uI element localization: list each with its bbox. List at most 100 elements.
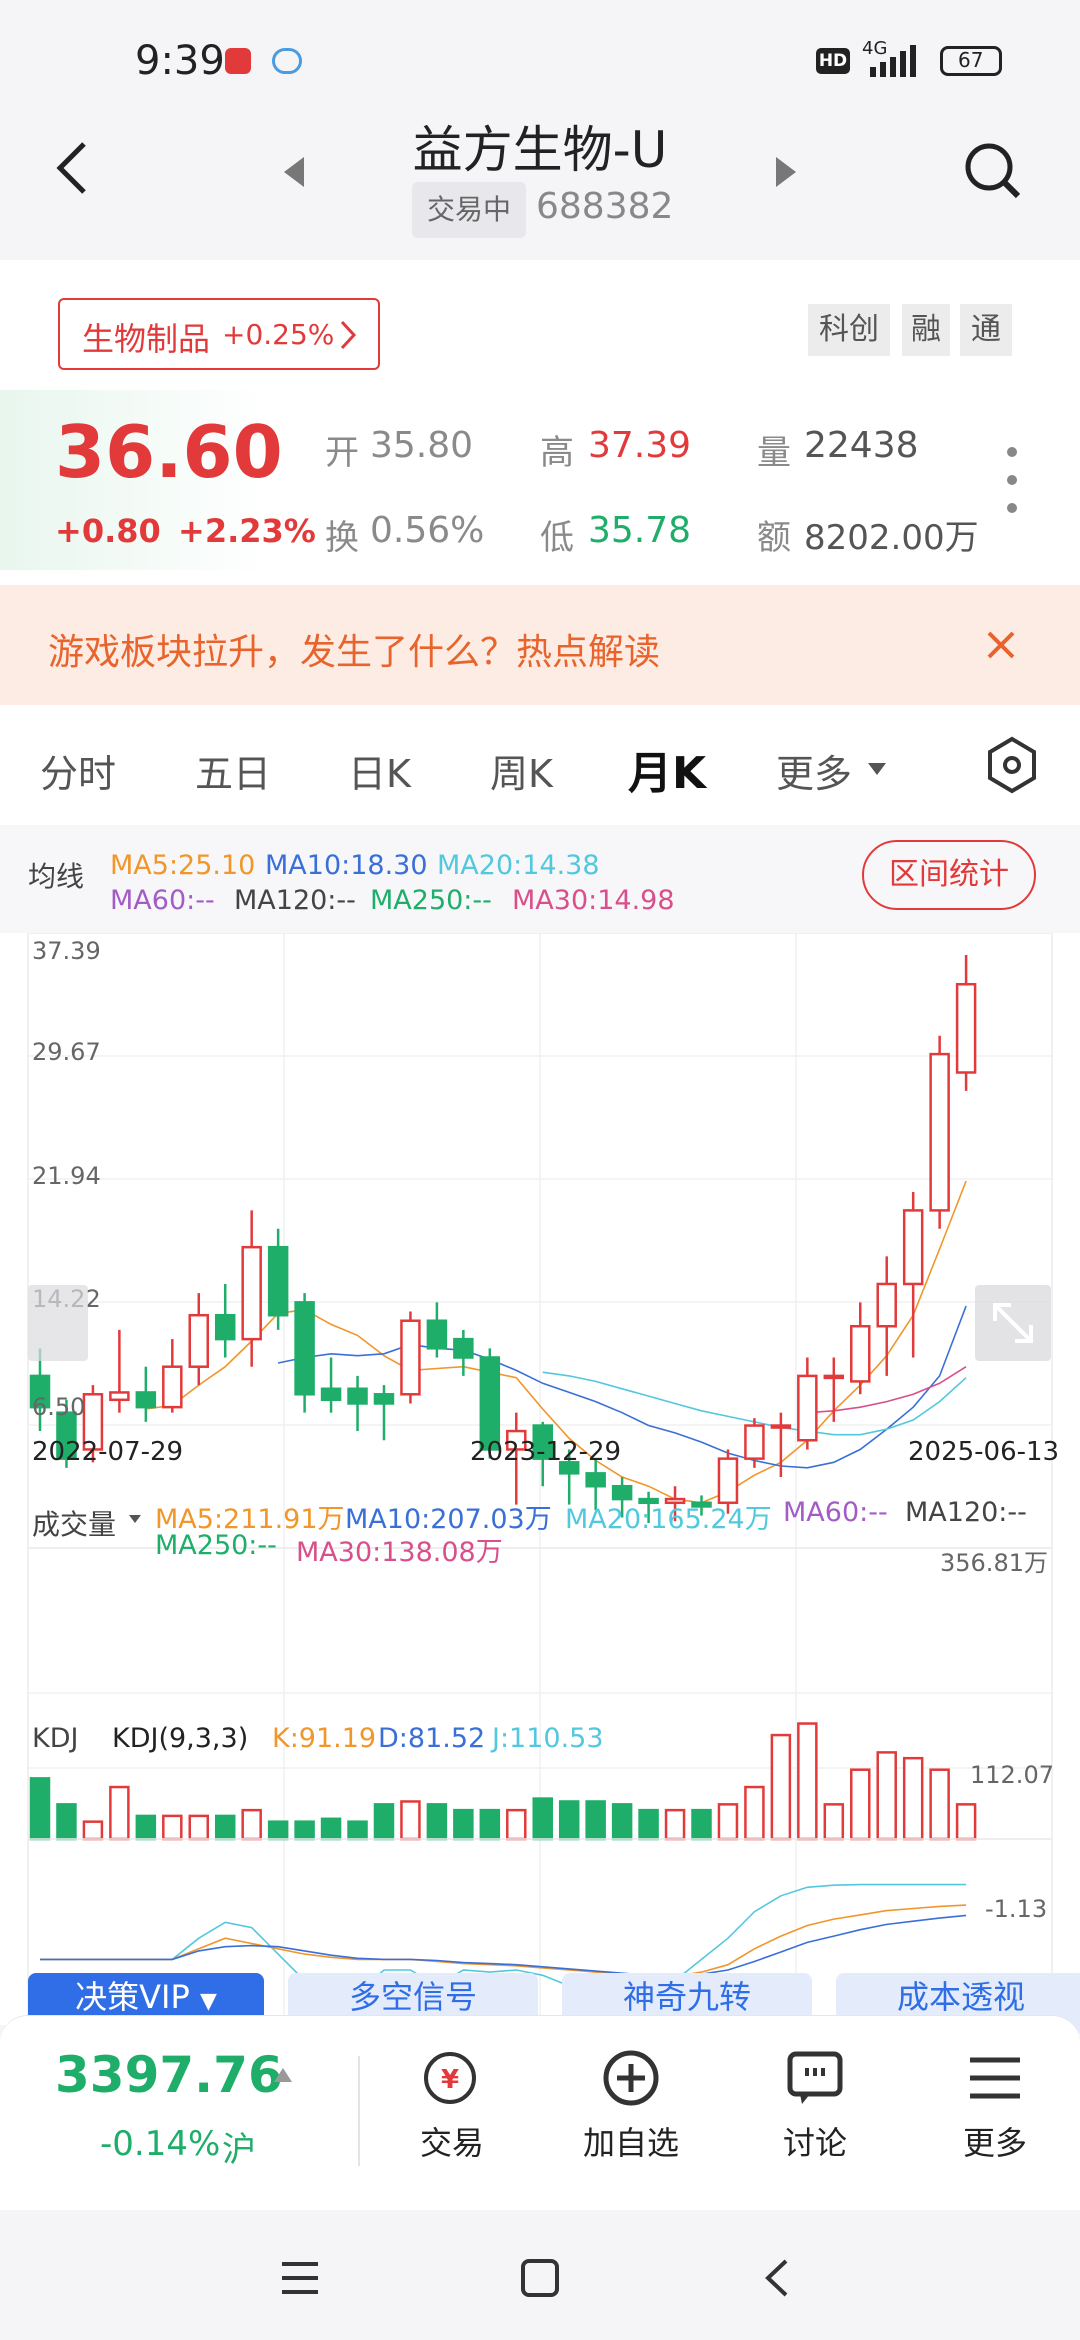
more-vertical-icon[interactable] (1000, 440, 1024, 520)
chat-icon (787, 2051, 843, 2104)
candle-body (955, 982, 977, 1074)
volume-bar (320, 1817, 342, 1841)
volume-bar (400, 1800, 421, 1841)
prev-stock-icon[interactable] (282, 155, 306, 189)
kdj-j: J:110.53 (492, 1723, 604, 1754)
candle-body (823, 1374, 845, 1380)
candle-body (558, 1461, 580, 1475)
candlestick-chart[interactable] (0, 933, 1080, 2025)
more-button[interactable]: 更多 (950, 2046, 1040, 2186)
volume-bar (558, 1800, 580, 1841)
volume-bar (770, 1733, 792, 1841)
candle-body (506, 1429, 527, 1451)
badge-tong: 通 (960, 304, 1012, 356)
price-change: +0.80 (55, 512, 161, 550)
index-change: -0.14% (100, 2124, 221, 2164)
volume-bar (585, 1800, 606, 1841)
tab-daily-k[interactable]: 日K (348, 752, 411, 796)
tab-five-day[interactable]: 五日 (195, 752, 272, 796)
volume-bar (373, 1803, 395, 1841)
scroll-left-button[interactable] (28, 1285, 88, 1361)
volume-bar (876, 1751, 897, 1841)
candle-body (426, 1319, 448, 1350)
low-label: 低 (540, 518, 574, 558)
candle-body (876, 1282, 897, 1328)
candle-body (611, 1484, 633, 1501)
volume-bar (823, 1803, 845, 1841)
volume-bar (506, 1808, 527, 1841)
trading-status-badge: 交易中 (412, 182, 526, 238)
add-watchlist-button[interactable]: 加自选 (576, 2046, 686, 2186)
stock-code: 688382 (536, 186, 674, 227)
tab-monthly-k[interactable]: 月K (628, 748, 707, 799)
back-nav-icon[interactable] (762, 2258, 792, 2298)
volume-bar (347, 1820, 368, 1841)
expand-icon (993, 1303, 1033, 1343)
high-value: 37.39 (588, 425, 692, 466)
next-stock-icon[interactable] (774, 155, 798, 189)
sector-button[interactable]: 生物制品 +0.25% (58, 298, 380, 370)
tab-intraday[interactable]: 分时 (40, 752, 117, 796)
price-tick-label: 37.39 (32, 937, 101, 965)
network-type: 4G (862, 38, 888, 59)
volume-bar (109, 1785, 130, 1841)
app-notification-icon-2 (272, 48, 302, 74)
status-time: 9:39 (135, 38, 225, 84)
expand-chart-button[interactable] (975, 1285, 1051, 1361)
add-circle-icon (603, 2050, 659, 2106)
volume-dropdown-icon[interactable] (128, 1513, 142, 1525)
volume-bar (797, 1722, 818, 1841)
hd-icon: HD (816, 48, 850, 74)
ma60-value: MA60:-- (110, 885, 215, 916)
volume-bar (162, 1814, 183, 1841)
volume-bar (56, 1803, 77, 1841)
kline-panel: 均线 MA5:25.10 MA10:18.30 MA20:14.38 MA60:… (0, 825, 1080, 2033)
badge-kechuang: 科创 (808, 304, 890, 356)
home-nav-icon[interactable] (520, 2258, 560, 2298)
candle-body (29, 1374, 51, 1409)
battery-icon (940, 46, 1002, 76)
turnover-value: 0.56% (370, 510, 485, 551)
discussion-button[interactable]: 讨论 (770, 2046, 860, 2186)
date-tick-label: 2022-07-29 (32, 1437, 184, 1467)
range-stats-button[interactable]: 区间统计 (862, 840, 1036, 910)
settings-icon[interactable] (982, 735, 1042, 795)
back-icon[interactable] (52, 138, 92, 198)
tab-more[interactable]: 更多 (776, 752, 853, 796)
volume-bar (955, 1803, 977, 1841)
candle-body (479, 1356, 501, 1451)
trade-label: 交易 (420, 2124, 485, 2162)
volume-bar (479, 1808, 501, 1841)
vol-ma120: MA120:-- (905, 1497, 1027, 1528)
turnover-label: 换 (325, 518, 359, 558)
candle-body (638, 1497, 659, 1505)
high-label: 高 (540, 433, 574, 473)
stock-header: 益方生物-U 交易中 688382 (0, 110, 1080, 260)
index-up-arrow-icon (274, 2068, 292, 2082)
close-icon[interactable] (985, 629, 1017, 661)
ma30-value: MA30:14.98 (512, 885, 675, 916)
index-value[interactable]: 3397.76 (55, 2046, 283, 2104)
ma10-line (277, 1305, 967, 1469)
kdj-k: K:91.19 (272, 1723, 377, 1754)
menu-nav-icon[interactable] (280, 2258, 320, 2298)
search-icon[interactable] (962, 140, 1022, 200)
candle-body (585, 1472, 606, 1488)
badge-rong: 融 (902, 304, 950, 356)
price-tick-label: 6.50 (32, 1393, 86, 1421)
date-tick-label: 2025-06-13 (908, 1437, 1060, 1467)
amount-value: 8202.00万 (804, 518, 979, 558)
volume-label: 成交量 (32, 1508, 117, 1541)
volume-bar (82, 1820, 104, 1841)
volume-bar (241, 1808, 262, 1841)
volume-label: 量 (757, 433, 791, 473)
tab-weekly-k[interactable]: 周K (490, 752, 553, 796)
volume-bar (135, 1814, 157, 1841)
vip-decision-label: 决策VIP (75, 1978, 190, 2016)
volume-bar (744, 1785, 765, 1841)
hot-topic-banner[interactable]: 游戏板块拉升，发生了什么？热点解读 (0, 585, 1080, 705)
volume-bar (638, 1808, 659, 1841)
chevron-down-icon (868, 763, 886, 775)
kdj-params: KDJ(9,3,3) (112, 1723, 249, 1754)
trade-button[interactable]: ¥ 交易 (405, 2046, 495, 2186)
